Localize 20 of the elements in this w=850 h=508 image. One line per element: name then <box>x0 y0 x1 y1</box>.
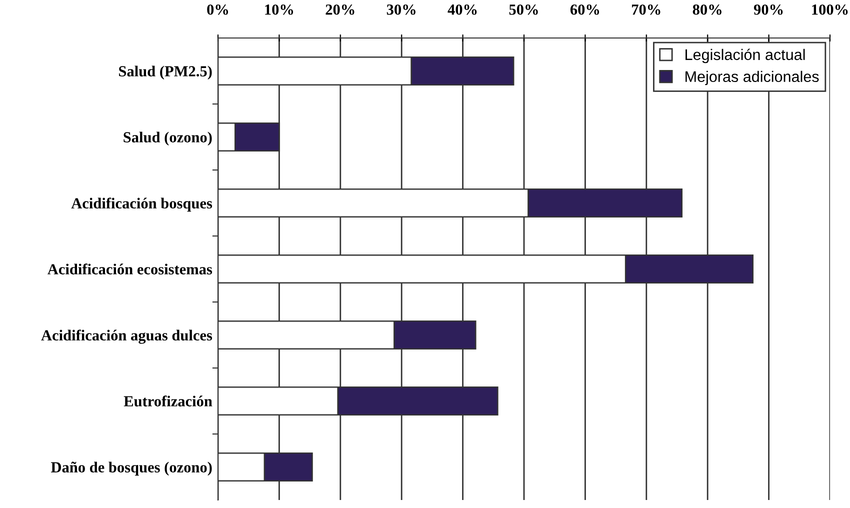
x-tick-label: 70% <box>632 4 660 15</box>
x-tick-label: 20% <box>326 4 354 15</box>
x-tick-label: 80% <box>692 4 722 15</box>
y-tick-label: Acidificación aguas dulces <box>41 330 212 344</box>
legend-label: Legislación actual <box>686 48 805 64</box>
y-tick-label: Salud (ozono) <box>124 132 212 146</box>
x-tick-label: 50% <box>509 4 538 15</box>
x-tick-label: 100% <box>812 4 848 15</box>
x-tick-label: 90% <box>754 4 783 15</box>
x-tick-label: 60% <box>570 4 600 15</box>
x-tick-label: 40% <box>448 4 477 15</box>
x-tick-label: 10% <box>265 4 294 15</box>
y-tick-label: Acidificación bosques <box>71 198 212 212</box>
x-tick-label: 0% <box>207 4 228 15</box>
y-tick-label: Acidificación ecosistemas <box>48 264 212 274</box>
x-tick-label: 30% <box>386 4 416 15</box>
y-tick-label: Eutrofización <box>124 396 212 406</box>
y-tick-label: Salud (PM2.5) <box>119 66 212 80</box>
legend-label: Mejoras adicionales <box>686 70 819 86</box>
y-tick-label: Daño de bosques (ozono) <box>51 462 212 476</box>
